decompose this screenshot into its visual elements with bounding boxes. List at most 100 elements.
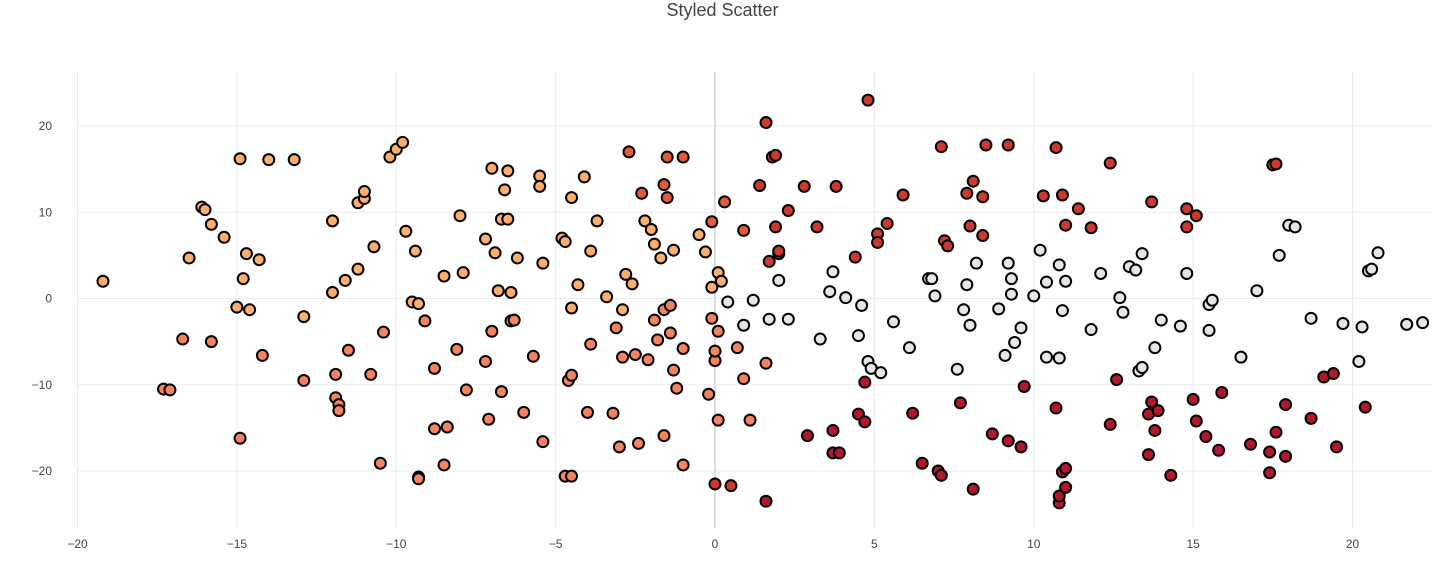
data-point (1400, 317, 1414, 331)
data-point (1215, 386, 1229, 400)
data-point (823, 285, 837, 299)
data-point (1202, 323, 1216, 337)
data-point (759, 356, 773, 370)
data-point (829, 179, 843, 193)
data-point (708, 477, 722, 491)
data-point (341, 343, 355, 357)
data-point (565, 191, 579, 205)
y-tick-label: 10 (39, 205, 53, 219)
data-point (1180, 202, 1194, 216)
data-point (1212, 443, 1226, 457)
data-point (1052, 489, 1066, 503)
data-point (1033, 243, 1047, 257)
data-point (676, 150, 690, 164)
data-point (960, 186, 974, 200)
data-point (797, 179, 811, 193)
data-point (985, 427, 999, 441)
data-point (950, 362, 964, 376)
data-point (204, 217, 218, 231)
data-point (992, 302, 1006, 316)
data-point (711, 324, 725, 338)
data-point (329, 367, 343, 381)
data-point (571, 278, 585, 292)
data-point (724, 479, 738, 493)
data-point (1116, 305, 1130, 319)
data-point (408, 244, 422, 258)
data-point (743, 413, 757, 427)
data-point (326, 285, 339, 299)
y-tick-label: 20 (39, 119, 53, 133)
data-point (1055, 304, 1069, 318)
data-point (1052, 351, 1066, 365)
x-tick-label: 5 (871, 537, 878, 551)
data-point (979, 138, 993, 152)
data-point (676, 458, 690, 472)
data-point (861, 93, 875, 107)
data-point (969, 256, 983, 270)
data-point (1154, 313, 1168, 327)
data-point (887, 315, 900, 329)
data-point (730, 341, 744, 355)
data-point (485, 161, 499, 175)
data-point (1244, 437, 1257, 451)
data-point (565, 469, 579, 483)
data-point (1014, 321, 1028, 335)
data-point (1148, 423, 1162, 437)
data-point (450, 342, 464, 356)
data-point (1040, 275, 1053, 289)
data-point (616, 350, 630, 364)
data-point (1304, 411, 1318, 425)
data-point (1071, 202, 1085, 216)
data-point (871, 235, 885, 249)
data-point (1205, 293, 1219, 307)
data-point (1269, 425, 1283, 439)
data-point (635, 186, 649, 200)
data-point (1151, 404, 1165, 418)
data-point (1186, 392, 1200, 406)
data-point (800, 429, 814, 443)
data-point (957, 303, 971, 317)
data-point (428, 422, 441, 436)
data-point (880, 216, 894, 230)
data-point (1059, 480, 1073, 494)
data-point (925, 272, 939, 286)
data-point (737, 372, 751, 386)
data-point (182, 251, 196, 265)
data-point (692, 228, 706, 242)
data-point (667, 363, 681, 377)
data-point (1279, 398, 1293, 412)
data-point (1330, 440, 1344, 454)
data-point (1288, 220, 1302, 234)
data-point (584, 244, 598, 258)
data-point (647, 237, 661, 251)
data-point (772, 273, 786, 287)
data-point (236, 272, 250, 286)
data-point (1304, 311, 1318, 325)
data-point (510, 251, 524, 265)
data-point (233, 152, 247, 166)
data-point (660, 150, 674, 164)
data-point (233, 431, 247, 445)
data-point (1336, 317, 1350, 331)
data-point (1148, 341, 1162, 355)
data-point (504, 285, 518, 299)
data-point (826, 265, 840, 279)
data-point (176, 332, 190, 346)
data-point (644, 223, 658, 236)
data-point (437, 269, 451, 283)
data-point (832, 446, 846, 460)
data-point (1052, 258, 1066, 272)
data-point (459, 383, 473, 397)
data-point (772, 244, 786, 258)
x-tick-label: 20 (1346, 537, 1360, 551)
data-point (440, 420, 454, 434)
chart-title: Styled Scatter (666, 0, 779, 20)
data-point (1269, 157, 1283, 171)
data-point (1234, 350, 1248, 364)
data-point (708, 344, 722, 358)
data-point (357, 185, 371, 199)
y-tick-label: −20 (32, 464, 53, 478)
data-point (536, 435, 550, 449)
data-point (239, 247, 253, 261)
